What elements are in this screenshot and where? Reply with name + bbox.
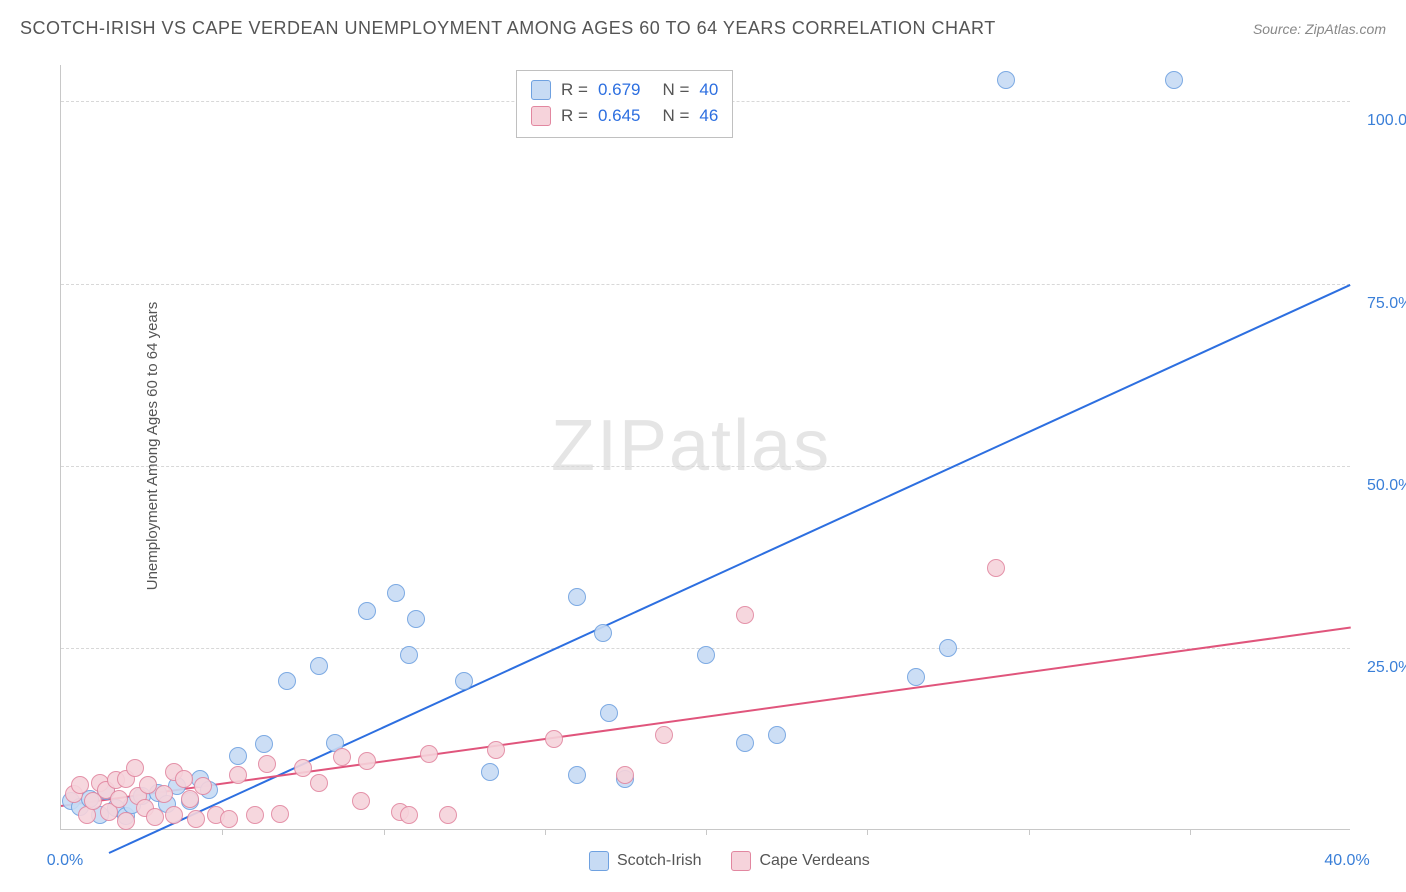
watermark: ZIPatlas — [551, 405, 831, 487]
data-point — [71, 776, 89, 794]
source-label: Source: ZipAtlas.com — [1253, 21, 1386, 37]
data-point — [146, 808, 164, 826]
r-label: R = — [561, 77, 588, 103]
data-point — [333, 748, 351, 766]
data-point — [387, 584, 405, 602]
data-point — [400, 646, 418, 664]
legend: Scotch-Irish Cape Verdeans — [589, 851, 870, 871]
data-point — [155, 785, 173, 803]
chart-title: SCOTCH-IRISH VS CAPE VERDEAN UNEMPLOYMEN… — [20, 18, 996, 39]
x-minor-tick — [1029, 829, 1030, 835]
data-point — [997, 71, 1015, 89]
data-point — [229, 766, 247, 784]
data-point — [352, 792, 370, 810]
x-minor-tick — [222, 829, 223, 835]
data-point — [358, 752, 376, 770]
gridline-h — [61, 284, 1350, 285]
r-label: R = — [561, 103, 588, 129]
legend-swatch — [731, 851, 751, 871]
data-point — [278, 672, 296, 690]
data-point — [400, 806, 418, 824]
r-value: 0.645 — [598, 103, 641, 129]
series-swatch — [531, 106, 551, 126]
data-point — [165, 806, 183, 824]
data-point — [600, 704, 618, 722]
data-point — [481, 763, 499, 781]
legend-item: Cape Verdeans — [731, 851, 869, 871]
data-point — [126, 759, 144, 777]
data-point — [310, 657, 328, 675]
data-point — [175, 770, 193, 788]
data-point — [568, 766, 586, 784]
data-point — [255, 735, 273, 753]
y-tick-label: 100.0% — [1367, 112, 1406, 130]
data-point — [939, 639, 957, 657]
x-tick-label: 0.0% — [47, 852, 83, 870]
plot-area: ZIPatlas 25.0%50.0%75.0%100.0%0.0%40.0%R… — [60, 65, 1350, 830]
data-point — [594, 624, 612, 642]
legend-label: Cape Verdeans — [759, 852, 869, 870]
data-point — [655, 726, 673, 744]
data-point — [187, 810, 205, 828]
series-swatch — [531, 80, 551, 100]
n-value: 40 — [699, 77, 718, 103]
data-point — [229, 747, 247, 765]
data-point — [294, 759, 312, 777]
data-point — [768, 726, 786, 744]
legend-swatch — [589, 851, 609, 871]
data-point — [407, 610, 425, 628]
y-tick-label: 75.0% — [1367, 295, 1406, 313]
data-point — [545, 730, 563, 748]
stats-row: R = 0.645 N = 46 — [531, 103, 718, 129]
data-point — [271, 805, 289, 823]
x-tick-label: 40.0% — [1324, 852, 1369, 870]
data-point — [568, 588, 586, 606]
x-minor-tick — [867, 829, 868, 835]
data-point — [487, 741, 505, 759]
n-label: N = — [662, 103, 689, 129]
stats-row: R = 0.679 N = 40 — [531, 77, 718, 103]
data-point — [258, 755, 276, 773]
data-point — [194, 777, 212, 795]
data-point — [310, 774, 328, 792]
data-point — [420, 745, 438, 763]
x-minor-tick — [384, 829, 385, 835]
data-point — [987, 559, 1005, 577]
n-label: N = — [662, 77, 689, 103]
legend-item: Scotch-Irish — [589, 851, 701, 871]
data-point — [1165, 71, 1183, 89]
x-minor-tick — [545, 829, 546, 835]
data-point — [117, 812, 135, 830]
data-point — [220, 810, 238, 828]
data-point — [246, 806, 264, 824]
legend-label: Scotch-Irish — [617, 852, 701, 870]
r-value: 0.679 — [598, 77, 641, 103]
data-point — [455, 672, 473, 690]
data-point — [736, 606, 754, 624]
data-point — [736, 734, 754, 752]
data-point — [110, 790, 128, 808]
data-point — [907, 668, 925, 686]
stats-box: R = 0.679 N = 40 R = 0.645 N = 46 — [516, 70, 733, 138]
data-point — [616, 766, 634, 784]
x-minor-tick — [1190, 829, 1191, 835]
data-point — [439, 806, 457, 824]
gridline-h — [61, 466, 1350, 467]
x-minor-tick — [706, 829, 707, 835]
n-value: 46 — [699, 103, 718, 129]
data-point — [358, 602, 376, 620]
y-tick-label: 25.0% — [1367, 659, 1406, 677]
data-point — [697, 646, 715, 664]
y-tick-label: 50.0% — [1367, 477, 1406, 495]
